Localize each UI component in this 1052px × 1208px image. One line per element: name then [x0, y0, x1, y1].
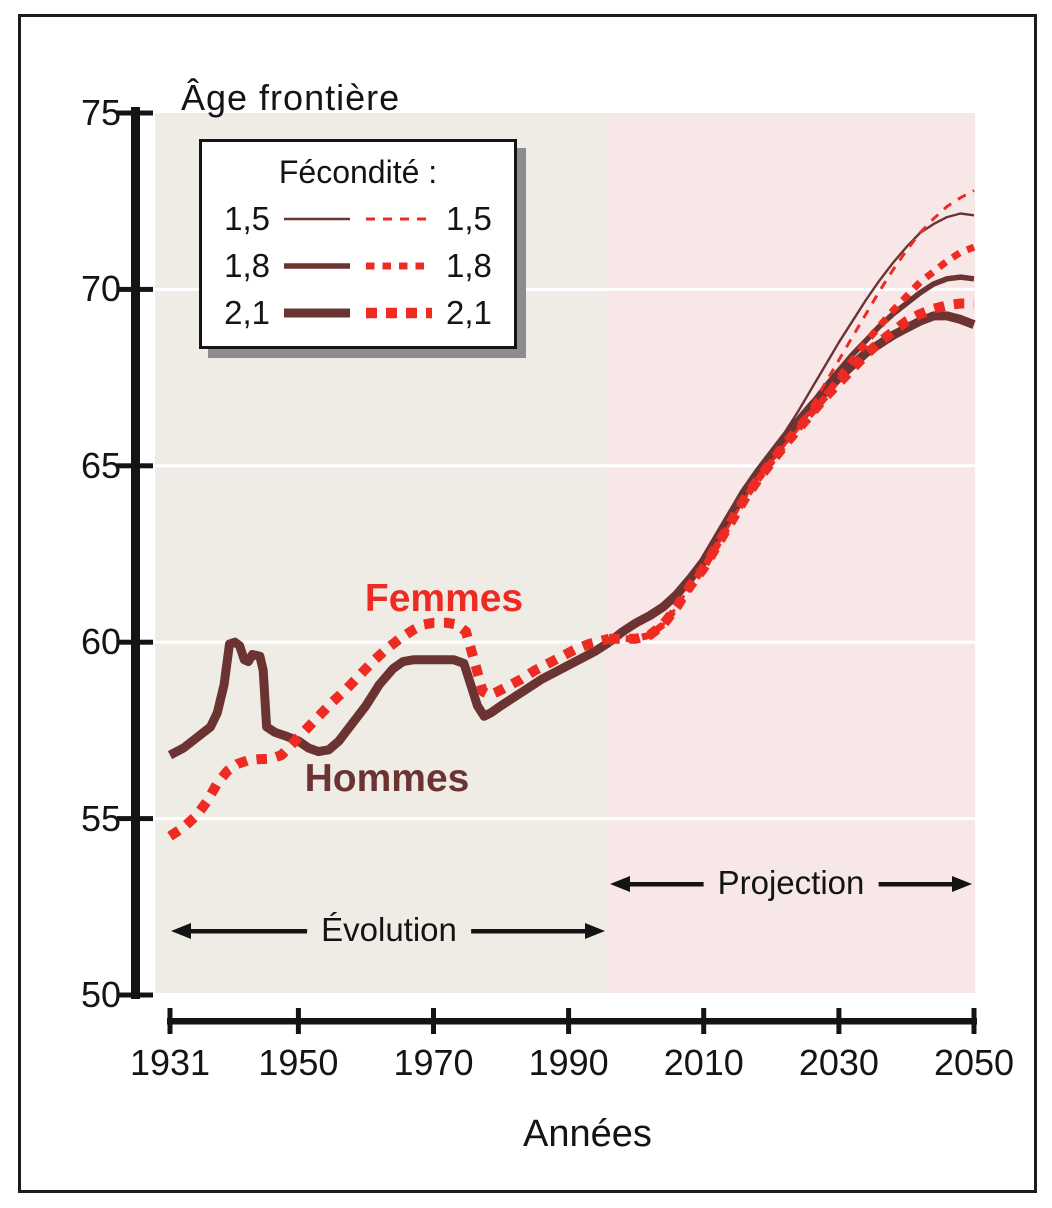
legend-swatch-solid-thin: [284, 217, 350, 221]
evolution-region-label: Évolution: [307, 909, 471, 951]
y-tick-label-50: 50: [80, 974, 121, 1015]
x-tick-1950: [295, 1008, 301, 1034]
x-tick-label-1931: 1931: [129, 1042, 211, 1083]
legend-value-hommes-1-8: 1,8: [224, 247, 270, 284]
chart-canvas: [117, 107, 977, 1034]
projection-region-background: [605, 113, 975, 993]
legend-value-femmes-2-1: 2,1: [446, 294, 492, 331]
legend-swatch-dashed-medium: [366, 262, 432, 270]
x-tick-1931: [167, 1008, 173, 1034]
y-axis-line: [131, 107, 140, 999]
y-tick-50: [117, 992, 153, 998]
gridlines: [155, 287, 975, 821]
legend-value-femmes-1-8: 1,8: [446, 247, 492, 284]
x-tick-1970: [431, 1008, 436, 1034]
legend-value-hommes-2-1: 2,1: [224, 294, 270, 331]
x-tick-2030: [836, 1008, 842, 1034]
figure-frame: Âge frontière 75 70 65 60 55 50 1931 1950 1970 1…: [18, 14, 1037, 1193]
legend-box: Fécondité : 1,5 1,5 1,8 1,8 2,1 2,1: [199, 139, 517, 349]
y-tick-label-65: 65: [80, 444, 121, 486]
y-tick-55: [117, 816, 153, 822]
data-series: [167, 189, 976, 841]
x-tick-label-1950: 1950: [258, 1042, 339, 1083]
y-tick-label-70: 70: [80, 268, 121, 310]
axis-tick-marks: [117, 110, 977, 1034]
x-tick-label-1990: 1990: [528, 1042, 609, 1083]
femmes-curve-label: Femmes: [364, 577, 524, 620]
y-tick-label-75: 75: [80, 92, 121, 133]
hommes-curve-label: Hommes: [304, 757, 470, 800]
y-tick-label-60: 60: [80, 621, 121, 663]
legend-row-1-5: 1,5 1,5: [202, 200, 514, 238]
x-tick-2010: [701, 1008, 707, 1034]
x-tick-label-2030: 2030: [798, 1042, 879, 1083]
series-hommes-observe: [167, 637, 612, 760]
legend-swatch-solid-medium: [284, 263, 350, 269]
legend-value-hommes-1-5: 1,5: [224, 200, 270, 237]
y-tick-75: [117, 110, 153, 116]
x-tick-2050: [971, 1008, 977, 1034]
x-tick-label-1970: 1970: [393, 1042, 474, 1083]
y-tick-65: [117, 463, 153, 469]
legend-swatch-dashed-thick: [366, 307, 432, 319]
series-femmes-fecondite-2-1: [609, 298, 974, 644]
y-tick-60: [117, 639, 153, 645]
y-tick-label-55: 55: [80, 797, 121, 839]
chart-title: Âge frontière: [181, 77, 401, 118]
legend-swatch-dashed-thin: [366, 217, 432, 221]
legend-value-femmes-1-5: 1,5: [446, 200, 492, 237]
x-tick-label-2010: 2010: [663, 1042, 744, 1083]
x-tick-label-2050: 2050: [933, 1042, 1015, 1083]
series-femmes-observe: [167, 617, 611, 841]
x-tick-1990: [566, 1008, 572, 1034]
x-axis-title: Années: [523, 1113, 652, 1155]
legend-row-1-8: 1,8 1,8: [202, 247, 514, 285]
legend-swatch-solid-thick: [284, 308, 350, 318]
series-hommes-fecondite-2-1: [606, 311, 976, 646]
projection-region-label: Projection: [703, 862, 879, 904]
x-axis-line: [167, 1018, 977, 1025]
legend-row-2-1: 2,1 2,1: [202, 294, 514, 332]
legend-title: Fécondité :: [278, 154, 438, 190]
y-tick-70: [117, 286, 153, 292]
